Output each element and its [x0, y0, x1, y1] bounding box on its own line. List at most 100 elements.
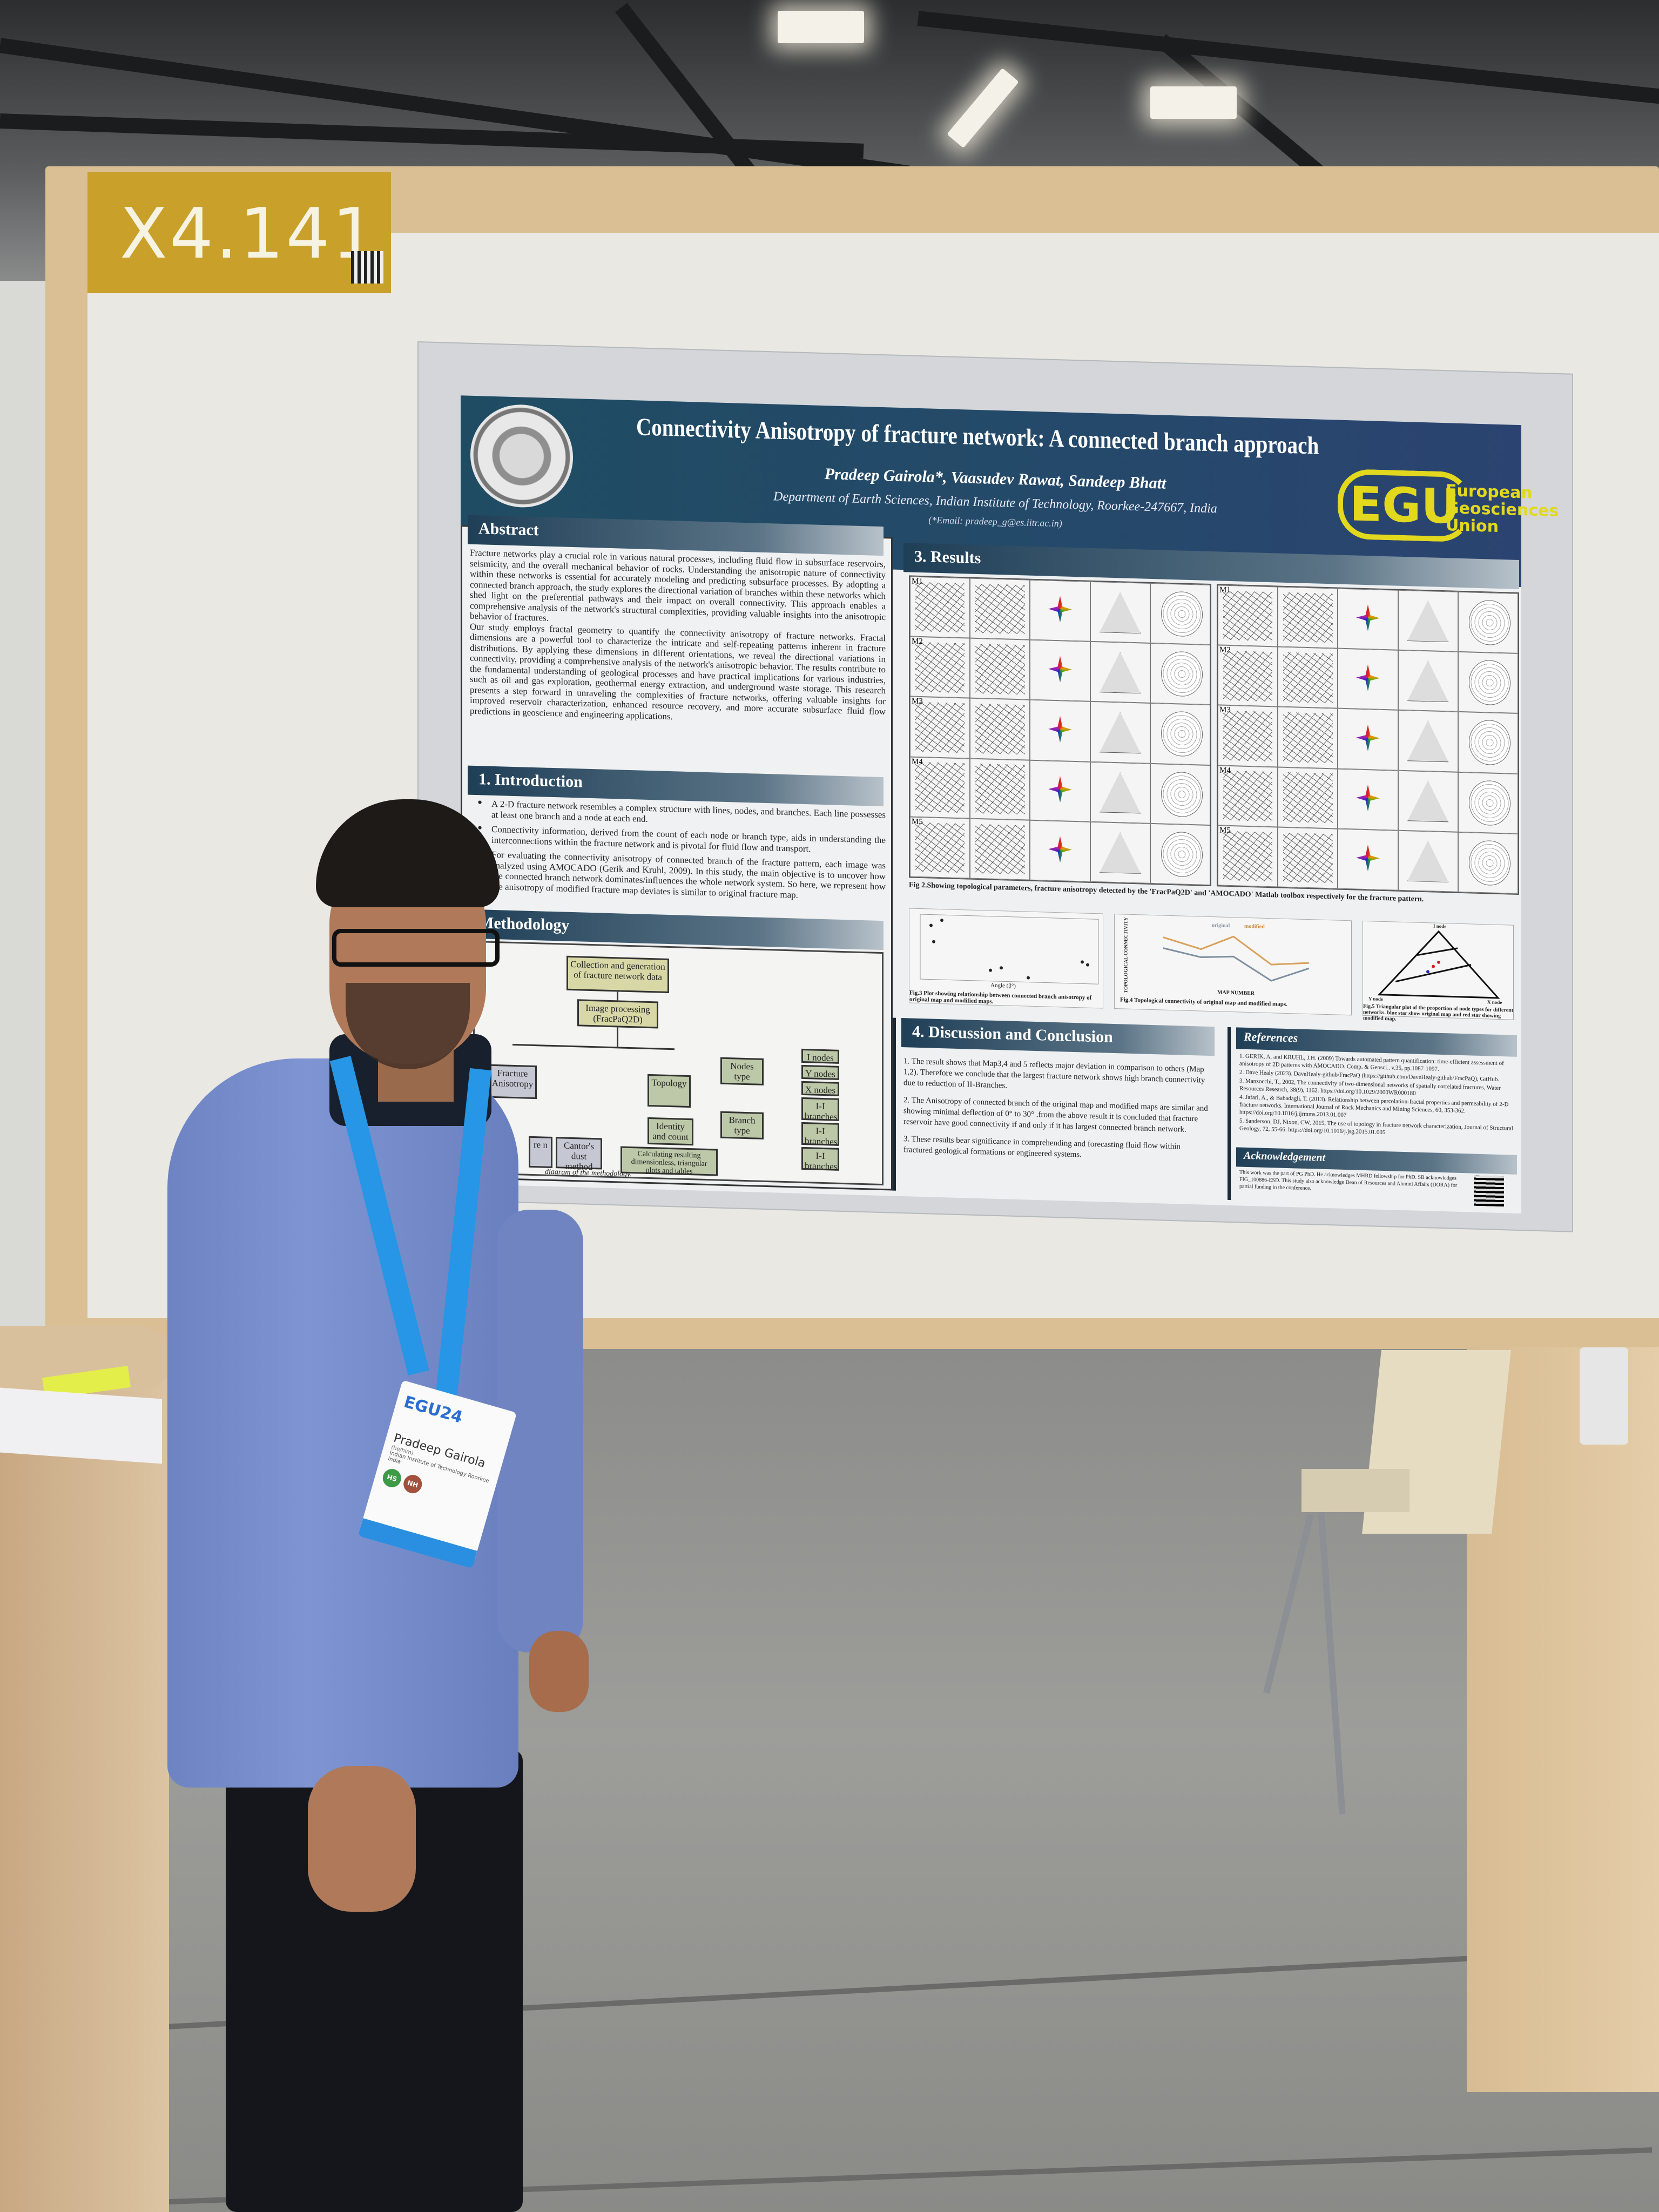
result-panel: [1150, 703, 1210, 765]
map-label: M3: [912, 697, 923, 706]
qr-code: [1474, 1175, 1504, 1207]
result-panel: M2: [1218, 645, 1278, 707]
result-panel: M3: [910, 696, 970, 759]
flow-box-ic-branches: I-I branches: [801, 1122, 839, 1147]
result-panel: [1090, 641, 1150, 704]
branch-map: [975, 703, 1025, 755]
branch-map: [1283, 712, 1333, 764]
fig5-label-right: X node: [1487, 999, 1502, 1006]
egu-logo-name: European Geosciences Union: [1446, 481, 1559, 536]
fracture-map: [915, 642, 965, 693]
branch-map: [1283, 592, 1333, 643]
result-panel: [970, 698, 1030, 760]
introduction-body: A 2-D fracture network resembles a compl…: [470, 798, 886, 907]
abstract-paragraph: Fracture networks play a crucial role in…: [470, 547, 886, 623]
flow-connector: [512, 1043, 675, 1050]
references-list: 1. GERIK, A. and KRUHL, J.H. (2009) Towa…: [1239, 1053, 1515, 1141]
fig4-series-modified: [1163, 935, 1310, 966]
result-panel: M5: [910, 817, 970, 879]
branch-map: [1283, 832, 1333, 884]
references-heading: References: [1236, 1027, 1517, 1057]
result-panel: [1278, 646, 1338, 709]
left-column: Abstract Fracture networks play a crucia…: [461, 515, 893, 1191]
result-panel: [1278, 586, 1338, 649]
fig4-series-original: [1163, 947, 1310, 982]
rose-diagram: [1048, 836, 1072, 863]
chair-seat: [1301, 1469, 1410, 1512]
rose-diagram: [1356, 724, 1380, 751]
egu-logo: EGU European Geosciences Union: [1338, 463, 1559, 549]
rose-diagram: [1356, 784, 1380, 811]
abstract-paragraph: Our study employs fractal geometry to qu…: [470, 621, 886, 721]
fracture-map: [1223, 831, 1273, 882]
anisotropy-polar-plot: [1469, 719, 1510, 766]
ternary-plot: [1100, 711, 1141, 754]
flow-box-cc-branches: I-I branches: [801, 1147, 839, 1172]
result-panel: [1398, 650, 1458, 712]
map-label: M4: [912, 757, 923, 766]
result-panel: [1338, 588, 1398, 650]
power-socket: [1580, 1347, 1628, 1445]
desk: [0, 1326, 169, 2212]
fracture-map: [1223, 650, 1273, 702]
person-hand: [308, 1766, 416, 1912]
discussion-point: 1. The result shows that Map3,4 and 5 re…: [903, 1057, 1205, 1090]
flow-box-cantor: Cantor's dust method: [556, 1137, 602, 1172]
discussion-section: 4. Discussion and Conclusion 1. The resu…: [893, 1017, 1217, 1200]
fig5-caption: Fig.5 Triangular plot of the proportion …: [1363, 1003, 1514, 1022]
map-label: M3: [1219, 705, 1231, 715]
methodology-caption: diagram of the methodology.: [545, 1168, 632, 1179]
result-panel: [970, 818, 1030, 880]
result-panel: [970, 638, 1030, 700]
result-panel: [1458, 591, 1518, 654]
result-panel: M4: [1218, 765, 1278, 827]
qr-code: [351, 251, 383, 284]
booth-number-sign: X4.141: [87, 172, 391, 293]
result-panel: [1090, 581, 1150, 644]
discussion-body: 1. The result shows that Map3,4 and 5 re…: [903, 1056, 1211, 1164]
branch-map: [975, 583, 1025, 635]
result-panel: [1150, 583, 1210, 645]
ternary-plot: [1100, 771, 1141, 814]
fig4-legend-original: original: [1212, 922, 1230, 929]
poster-authors: Pradeep Gairola*, Vaasudev Rawat, Sandee…: [824, 465, 1166, 493]
flow-box-calculating: Calculating resulting dimensionless, tri…: [621, 1146, 718, 1176]
result-panel: M1: [910, 576, 970, 638]
result-panel: [1398, 770, 1458, 832]
result-panel: [1278, 827, 1338, 889]
fig4-xlabel: MAP NUMBER: [1217, 989, 1255, 997]
ternary-plot: [1100, 591, 1141, 634]
anisotropy-polar-plot: [1469, 599, 1510, 646]
introduction-bullet: For evaluating the connectivity anisotro…: [491, 849, 886, 902]
fracture-map: [1223, 590, 1273, 642]
result-panel: M4: [910, 757, 970, 819]
rose-diagram: [1048, 776, 1072, 803]
results-grid-modified: M1 M2 M3 M4 M5: [1217, 584, 1519, 895]
result-panel: [1150, 823, 1210, 885]
map-label: M2: [1219, 645, 1231, 655]
result-panel: [1458, 652, 1518, 714]
ceiling-beam: [0, 38, 911, 181]
result-panel: [1030, 820, 1090, 882]
ceiling-light: [947, 68, 1019, 149]
anisotropy-polar-plot: [1161, 591, 1203, 637]
fig4-legend-modified: modified: [1244, 923, 1265, 930]
flow-box-x-nodes: X nodes: [801, 1081, 839, 1096]
result-panel: [1030, 760, 1090, 822]
result-panel: [1090, 761, 1150, 824]
result-panel: [1150, 763, 1210, 825]
fig3-plot: Angle (β°) Fig.3 Plot showing relationsh…: [909, 908, 1103, 1009]
map-label: M5: [912, 817, 923, 826]
result-panel: [1338, 708, 1398, 771]
fig5-label-left: Y node: [1368, 996, 1383, 1002]
discussion-point: 3. These results bear significance in co…: [903, 1135, 1181, 1159]
flow-box-partial: re n: [529, 1136, 552, 1168]
ceiling-light: [778, 11, 864, 43]
result-panel: M1: [1218, 585, 1278, 647]
anisotropy-polar-plot: [1469, 780, 1510, 826]
acknowledgement-text: This work was the part of PG PhD. He ack…: [1239, 1169, 1458, 1192]
ternary-plot: [1407, 780, 1448, 822]
fracture-map: [915, 702, 965, 753]
fracture-map: [915, 822, 965, 873]
results-grid-original: M1 M2 M3 M4 M5: [909, 575, 1211, 887]
